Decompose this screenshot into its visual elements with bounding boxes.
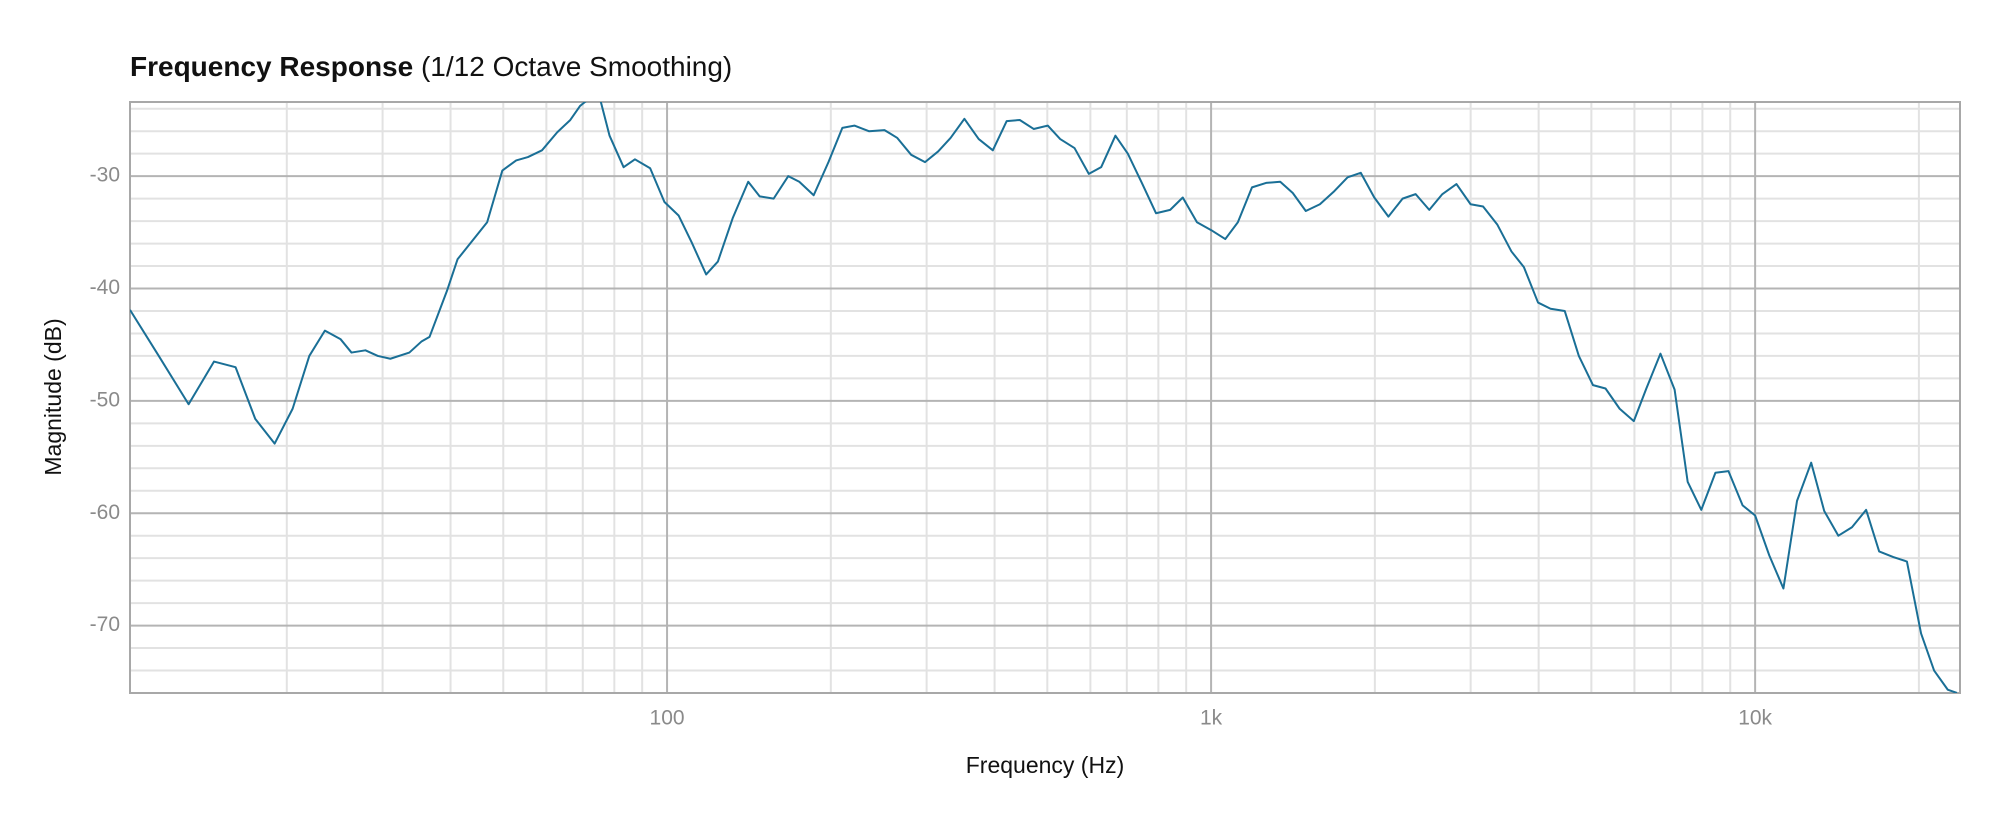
subtitle: (1/12 Octave Smoothing): [421, 51, 732, 82]
y-tick-label: -60: [90, 501, 120, 524]
chart-title: Frequency Response (1/12 Octave Smoothin…: [130, 51, 732, 82]
y-tick-label: -70: [90, 613, 120, 636]
x-tick-label: 100: [650, 707, 685, 730]
title: Frequency Response: [130, 51, 413, 82]
response-line: [130, 102, 1958, 693]
grid: [130, 102, 1960, 693]
y-axis-title: Magnitude (dB): [40, 318, 66, 475]
x-tick-label: 10k: [1738, 707, 1772, 730]
y-tick-label: -40: [90, 276, 120, 299]
plot-frame: [129, 101, 1961, 694]
y-tick-label: -50: [90, 388, 120, 411]
x-axis-title: Frequency (Hz): [966, 752, 1124, 778]
x-tick-label: 1k: [1200, 707, 1223, 730]
y-tick-label: -30: [90, 164, 120, 187]
